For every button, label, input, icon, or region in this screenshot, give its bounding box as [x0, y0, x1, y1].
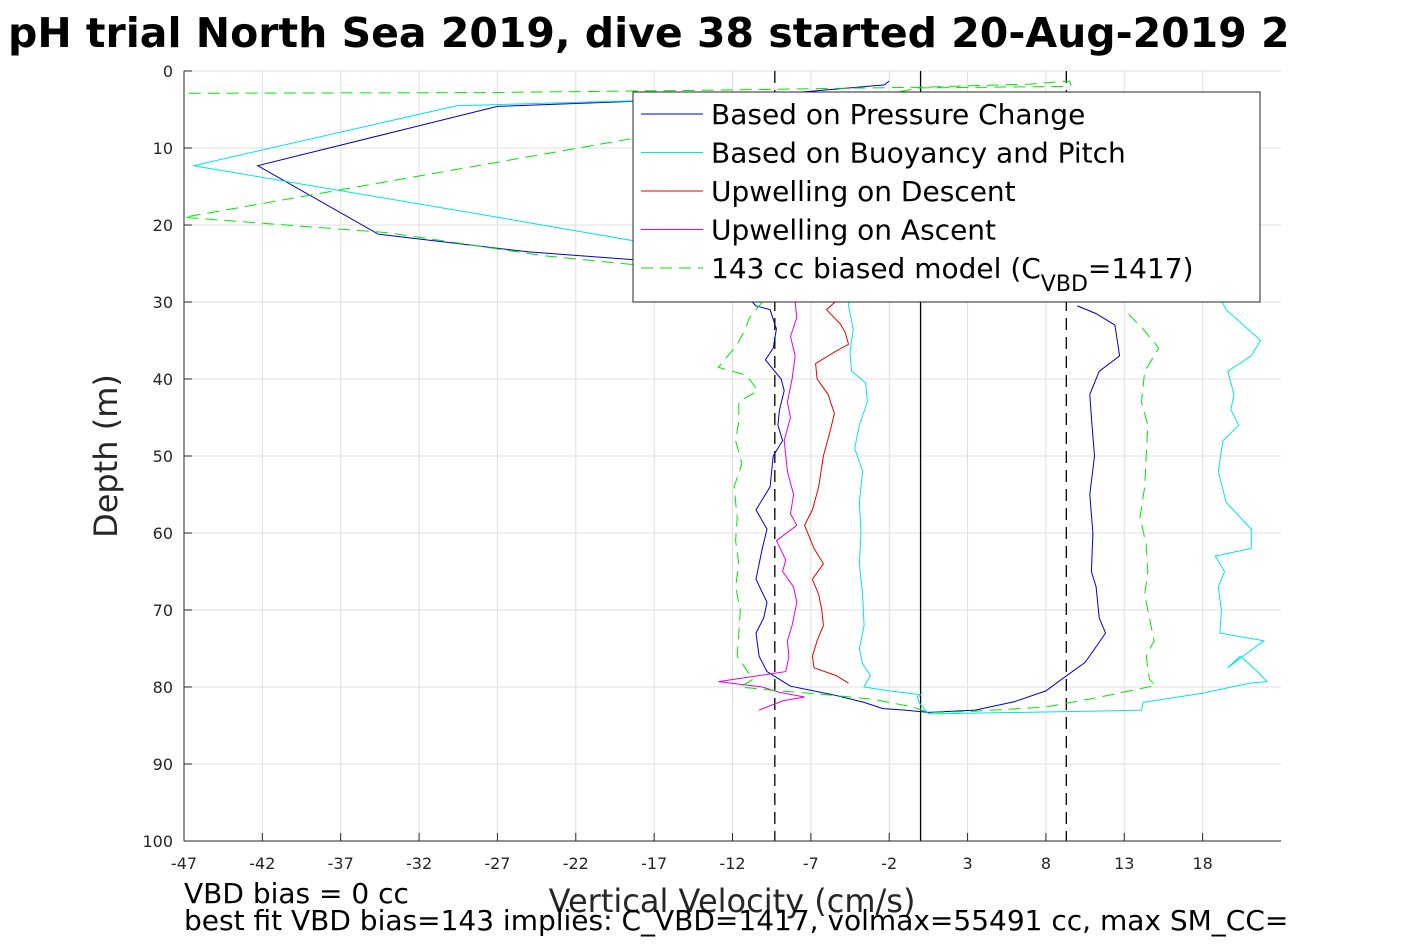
y-tick-label: 20: [153, 216, 173, 235]
x-tick-label: 8: [1041, 854, 1051, 873]
x-tick-label: -17: [641, 854, 667, 873]
legend-box: [632, 91, 1261, 303]
legend-label: Upwelling on Descent: [711, 175, 1016, 208]
x-tick-label: -32: [406, 854, 432, 873]
series-line-4: [718, 301, 805, 711]
x-tick-label: -37: [328, 854, 354, 873]
x-axis-label: Vertical Velocity (cm/s): [549, 882, 916, 920]
x-tick-label: -22: [563, 854, 589, 873]
y-tick-label: 90: [153, 755, 173, 774]
tick-labels: -47 -42 -37 -32 -27 -22 -17 -12 -7 -2 3 8 13 18 0 10 20 3…: [142, 62, 1212, 873]
y-tick-label: 100: [142, 832, 173, 851]
x-tick-label: -27: [484, 854, 510, 873]
x-tick-label: -12: [719, 854, 745, 873]
x-tick-label: -47: [171, 854, 197, 873]
y-axis-label: Depth (m): [87, 374, 125, 538]
footer-line-1: VBD bias = 0 cc: [184, 877, 409, 910]
series-line-2: [193, 95, 1268, 715]
y-tick-label: 60: [153, 524, 173, 543]
axes: [183, 70, 1281, 842]
x-tick-label: 13: [1114, 854, 1134, 873]
y-tick-label: 80: [153, 678, 173, 697]
x-tick-label: -42: [249, 854, 275, 873]
x-tick-label: -7: [803, 854, 819, 873]
series-line-3: [804, 300, 850, 684]
footer-line-2: best fit VBD bias=143 implies: C_VBD=141…: [184, 904, 1288, 937]
y-tick-label: 50: [153, 447, 173, 466]
y-tick-label: 0: [163, 62, 173, 81]
y-tick-label: 70: [153, 601, 173, 620]
y-tick-label: 10: [153, 139, 173, 158]
y-tick-label: 30: [153, 293, 173, 312]
legend-label: Based on Pressure Change: [711, 98, 1085, 131]
legend-label: Upwelling on Ascent: [711, 214, 996, 247]
x-tick-label: 3: [962, 854, 972, 873]
x-tick-label: 18: [1192, 854, 1212, 873]
chart-title: pH trial North Sea 2019, dive 38 started…: [8, 9, 1290, 57]
y-tick-label: 40: [153, 370, 173, 389]
legend-label: Based on Buoyancy and Pitch: [711, 137, 1126, 170]
x-tick-label: -2: [881, 854, 897, 873]
series-line-5: [184, 80, 1160, 713]
legend: Based on Pressure Change Based on Buoyanc…: [632, 91, 1261, 303]
